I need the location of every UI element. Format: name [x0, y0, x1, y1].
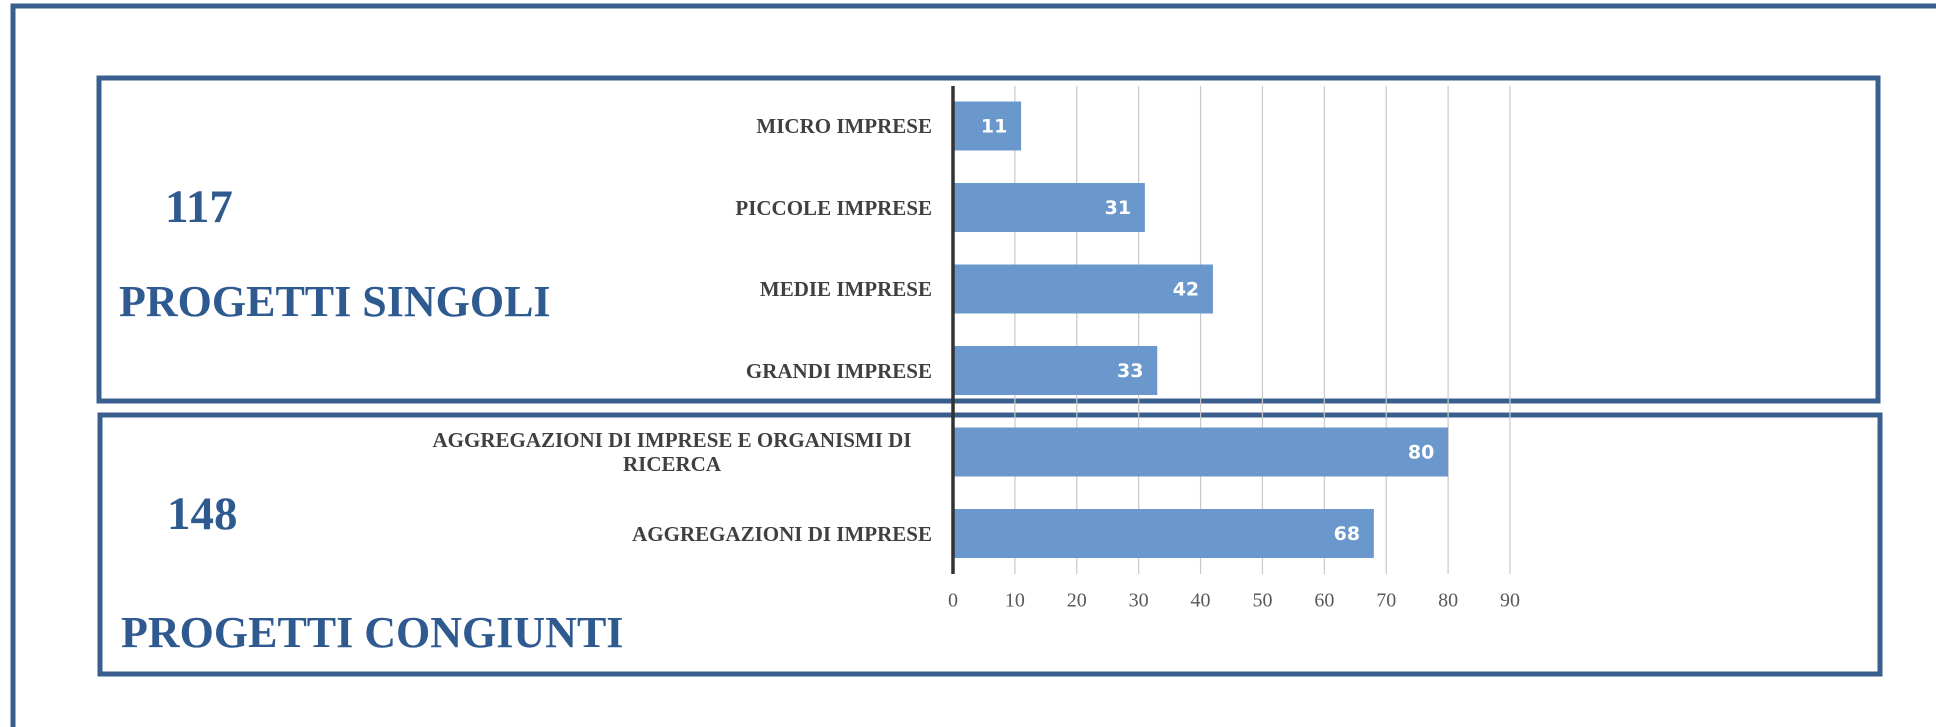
value-label: 42	[1173, 279, 1199, 301]
bar	[953, 101, 1022, 151]
outer-frame	[10, 3, 1936, 727]
bar	[953, 427, 1449, 477]
value-label: 11	[981, 116, 1007, 138]
group-box	[96, 75, 1881, 404]
x-tick-label: 80	[1438, 590, 1458, 612]
category-label: AGGREGAZIONI DI IMPRESE E ORGANISMI DI R…	[432, 428, 912, 476]
value-label: 31	[1105, 197, 1131, 219]
value-label: 33	[1117, 360, 1143, 382]
x-tick-label: 20	[1067, 590, 1087, 612]
bar	[953, 264, 1213, 314]
group-label: PROGETTI SINGOLI	[119, 277, 551, 326]
group-box	[97, 412, 1883, 677]
x-tick-label: 50	[1252, 590, 1272, 612]
x-tick-label: 60	[1314, 590, 1334, 612]
x-tick-label: 0	[948, 590, 958, 612]
value-label: 68	[1334, 523, 1360, 545]
group-label: PROGETTI CONGIUNTI	[121, 608, 624, 657]
category-label: GRANDI IMPRESE	[745, 358, 932, 383]
x-tick-label: 90	[1500, 590, 1520, 612]
category-label: AGGREGAZIONI DI IMPRESE	[632, 521, 932, 546]
category-label: MEDIE IMPRESE	[759, 277, 932, 301]
bar	[953, 346, 1158, 395]
bar	[953, 183, 1145, 232]
x-tick-label: 10	[1005, 590, 1025, 612]
group-total: 148	[167, 488, 238, 540]
category-label: PICCOLE IMPRESE	[735, 195, 932, 220]
category-label: MICRO IMPRESE	[756, 114, 932, 138]
x-tick-label: 40	[1191, 590, 1211, 612]
x-tick-label: 70	[1376, 590, 1396, 612]
group-total: 117	[165, 181, 233, 233]
x-tick-label: 30	[1129, 590, 1149, 612]
value-label: 80	[1408, 442, 1434, 464]
bar	[953, 509, 1374, 558]
